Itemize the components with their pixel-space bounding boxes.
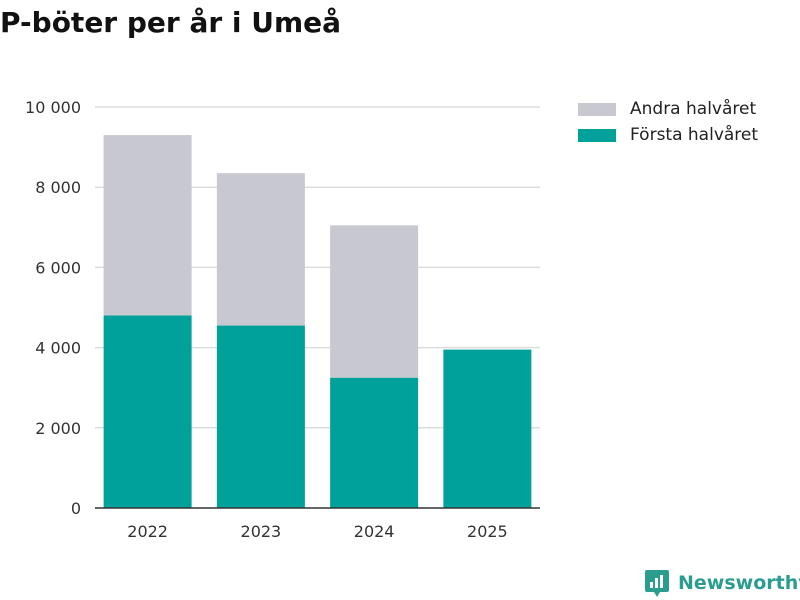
bar-2022-andra bbox=[103, 135, 192, 316]
y-tick-label: 2 000 bbox=[35, 419, 81, 438]
legend-label-andra: Andra halvåret bbox=[630, 99, 757, 119]
legend-item-forsta: Första halvåret bbox=[578, 122, 758, 148]
legend-label-forsta: Första halvåret bbox=[630, 125, 759, 145]
brand-logo: Newsworthy bbox=[644, 568, 800, 598]
bar-2025-forsta bbox=[443, 349, 532, 508]
legend-item-andra: Andra halvåret bbox=[578, 96, 758, 122]
y-tick-label: 8 000 bbox=[35, 178, 81, 197]
y-tick-label: 10 000 bbox=[25, 98, 81, 117]
x-tick-label: 2023 bbox=[241, 522, 282, 541]
brand-name: Newsworthy bbox=[678, 572, 800, 594]
legend-swatch-forsta bbox=[578, 128, 616, 142]
bar-2023-forsta bbox=[216, 325, 305, 508]
bar-2024-andra bbox=[330, 225, 419, 378]
bar-2024-forsta bbox=[330, 377, 419, 508]
x-tick-label: 2024 bbox=[354, 522, 395, 541]
y-tick-label: 4 000 bbox=[35, 339, 81, 358]
bar-2022-forsta bbox=[103, 315, 192, 508]
x-tick-label: 2025 bbox=[467, 522, 508, 541]
axes: 0 2 000 4 000 6 000 8 000 10 000 2022 2023 2024 2… bbox=[25, 98, 540, 541]
chart-title: P-böter per år i Umeå bbox=[0, 6, 342, 39]
newsworthy-logo-icon bbox=[645, 570, 669, 597]
legend: Andra halvåret Första halvåret bbox=[578, 96, 758, 148]
y-tick-label: 0 bbox=[71, 499, 81, 518]
bar-2023-andra bbox=[216, 173, 305, 326]
x-tick-label: 2022 bbox=[127, 522, 168, 541]
bars bbox=[103, 135, 532, 508]
y-tick-label: 6 000 bbox=[35, 258, 81, 277]
legend-swatch-andra bbox=[578, 102, 616, 116]
